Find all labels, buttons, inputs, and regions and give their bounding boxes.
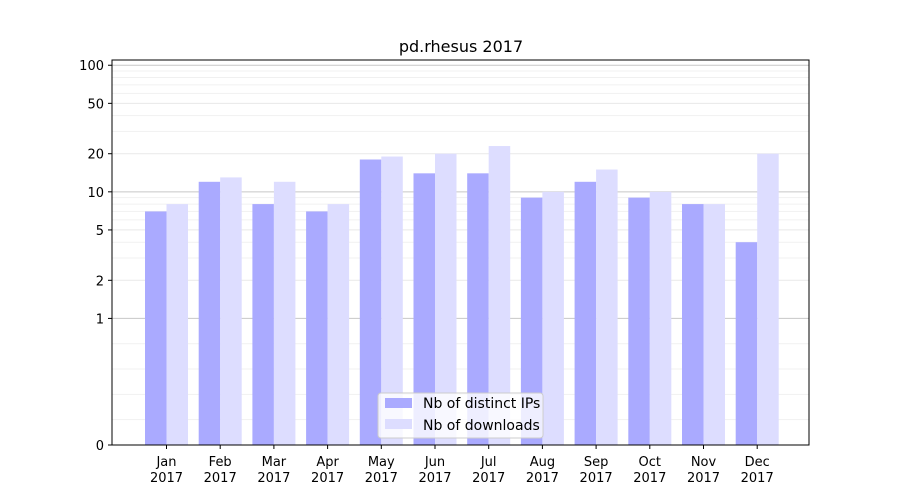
plot-area-frame bbox=[111, 59, 810, 446]
bar-ips bbox=[359, 159, 382, 445]
y-tick-label: 5 bbox=[96, 224, 104, 239]
x-tick-label: Oct 2017 bbox=[633, 455, 666, 486]
x-tick-label: Jun 2017 bbox=[418, 455, 451, 486]
x-tick-label: Sep 2017 bbox=[580, 455, 613, 486]
x-axis: Jan 2017 Feb 2017 Mar 2017 Apr 2017 May 2017 Jun 20… bbox=[150, 445, 774, 486]
bar-downloads bbox=[435, 153, 457, 446]
bar-downloads bbox=[596, 169, 618, 445]
x-tick-label: Dec 2017 bbox=[741, 455, 774, 486]
y-tick-label: 2 bbox=[96, 274, 104, 289]
bar-ips bbox=[574, 181, 597, 445]
legend-swatch-downloads bbox=[385, 419, 412, 429]
y-tick-label: 50 bbox=[87, 97, 104, 112]
chart-title: pd.rhesus 2017 bbox=[399, 37, 523, 56]
bar-ips bbox=[682, 204, 704, 445]
bar-downloads bbox=[381, 156, 403, 446]
y-tick-label: 1 bbox=[96, 312, 104, 327]
bar-downloads bbox=[703, 204, 725, 445]
x-tick-label: Feb 2017 bbox=[204, 455, 237, 486]
legend-box bbox=[377, 392, 544, 439]
y-tick-label: 100 bbox=[79, 59, 104, 74]
legend-swatch-ips bbox=[385, 398, 412, 408]
x-tick-label: Jul 2017 bbox=[472, 455, 505, 486]
bar-downloads bbox=[220, 177, 242, 446]
bar-downloads bbox=[757, 153, 779, 446]
bar-ips bbox=[735, 242, 758, 445]
bar-downloads bbox=[327, 204, 350, 445]
bar-ips bbox=[628, 197, 650, 445]
bar-downloads bbox=[542, 191, 564, 445]
y-tick-label: 10 bbox=[87, 186, 104, 201]
bar-ips bbox=[520, 197, 543, 445]
y-axis: 0 1 2 5 10 20 50 100 bbox=[79, 59, 112, 454]
bar-ips bbox=[306, 211, 328, 445]
y-tick-label: 20 bbox=[87, 148, 104, 163]
bar-ips bbox=[198, 181, 221, 445]
bar-downloads bbox=[649, 191, 672, 445]
x-tick-label: May 2017 bbox=[365, 455, 398, 486]
bar-ips bbox=[413, 173, 435, 445]
x-tick-label: Jan 2017 bbox=[150, 455, 183, 486]
y-tick-label: 0 bbox=[96, 439, 104, 454]
x-tick-label: Mar 2017 bbox=[257, 455, 290, 486]
x-tick-label: Aug 2017 bbox=[526, 455, 559, 486]
bar-downloads bbox=[273, 181, 296, 445]
legend: Nb of distinct IPs Nb of downloads bbox=[377, 392, 544, 439]
bars bbox=[145, 146, 779, 446]
bar-ips bbox=[467, 173, 489, 445]
x-tick-label: Apr 2017 bbox=[311, 455, 344, 486]
bar-downloads bbox=[488, 146, 511, 445]
x-tick-label: Nov 2017 bbox=[687, 455, 720, 486]
bar-ips bbox=[252, 204, 274, 445]
legend-label-ips: Nb of distinct IPs bbox=[423, 396, 540, 412]
bar-downloads bbox=[166, 204, 188, 445]
legend-label-downloads: Nb of downloads bbox=[423, 418, 540, 434]
bar-ips bbox=[145, 211, 167, 445]
